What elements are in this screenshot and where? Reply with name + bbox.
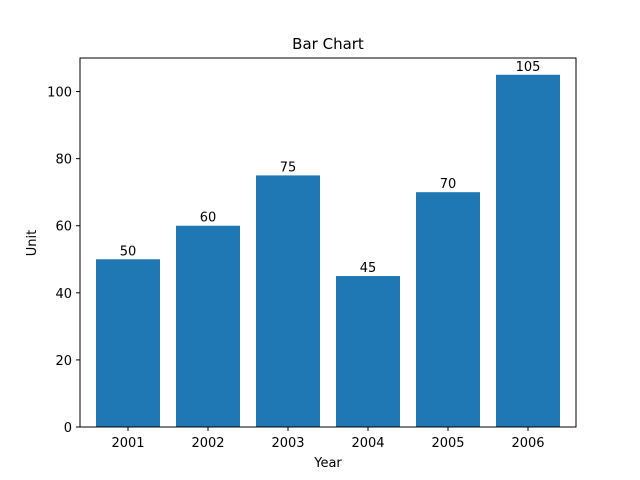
y-tick-label-40: 40 <box>55 287 72 302</box>
x-tick-label-2005: 2005 <box>431 436 464 451</box>
data-label-2005: 70 <box>440 177 457 192</box>
x-axis-label: Year <box>313 456 342 471</box>
x-tick-label-2001: 2001 <box>111 436 144 451</box>
y-tick-label-20: 20 <box>55 354 72 369</box>
y-tick-label-0: 0 <box>64 421 72 436</box>
bar-2001 <box>96 259 160 427</box>
y-tick-label-100: 100 <box>47 86 72 101</box>
data-label-2004: 45 <box>360 261 377 276</box>
x-tick-label-2002: 2002 <box>191 436 224 451</box>
bar-2003 <box>256 175 320 427</box>
y-tick-label-60: 60 <box>55 220 72 235</box>
data-label-2001: 50 <box>120 244 137 259</box>
x-tick-label-2004: 2004 <box>351 436 384 451</box>
y-tick-label-80: 80 <box>55 153 72 168</box>
bar-2002 <box>176 226 240 427</box>
bars-group <box>96 75 560 427</box>
x-tick-label-2006: 2006 <box>511 436 544 451</box>
data-label-2002: 60 <box>200 211 217 226</box>
chart-title: Bar Chart <box>292 35 364 53</box>
bar-2005 <box>416 192 480 427</box>
x-tick-label-2003: 2003 <box>271 436 304 451</box>
y-axis-ticks: 0 20 40 60 80 100 <box>47 86 80 436</box>
y-axis-label: Unit <box>25 230 40 256</box>
data-label-2006: 105 <box>516 60 541 75</box>
x-axis-ticks: 2001 2002 2003 2004 2005 2006 <box>111 427 544 451</box>
bar-2004 <box>336 276 400 427</box>
data-label-2003: 75 <box>280 160 297 175</box>
bar-2006 <box>496 75 560 427</box>
